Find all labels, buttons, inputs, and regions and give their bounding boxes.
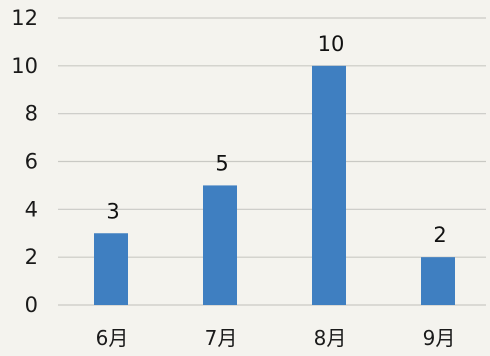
y-axis-tick-labels: 0 2 4 6 8 10 12 <box>11 6 38 317</box>
y-tick-label: 10 <box>11 54 38 78</box>
y-tick-label: 2 <box>25 245 38 269</box>
x-category-label: 8月 <box>314 326 347 350</box>
bar-2 <box>312 65 346 305</box>
y-tick-label: 12 <box>11 6 38 30</box>
data-label: 2 <box>433 223 446 247</box>
data-label: 3 <box>106 199 119 223</box>
x-axis-category-labels: 6月 7月 8月 9月 <box>96 326 456 350</box>
x-category-label: 9月 <box>423 326 456 350</box>
data-labels: 3 5 10 2 <box>106 32 446 247</box>
y-tick-label: 6 <box>25 150 38 174</box>
y-tick-label: 4 <box>25 197 38 221</box>
bars <box>94 65 455 305</box>
y-tick-label: 8 <box>25 102 38 126</box>
data-label: 10 <box>318 32 345 56</box>
bar-3 <box>421 257 455 305</box>
x-category-label: 6月 <box>96 326 129 350</box>
bar-1 <box>203 185 237 305</box>
bar-0 <box>94 233 128 305</box>
gridlines <box>58 17 486 306</box>
data-label: 5 <box>215 151 228 175</box>
x-category-label: 7月 <box>205 326 238 350</box>
y-tick-label: 0 <box>25 293 38 317</box>
